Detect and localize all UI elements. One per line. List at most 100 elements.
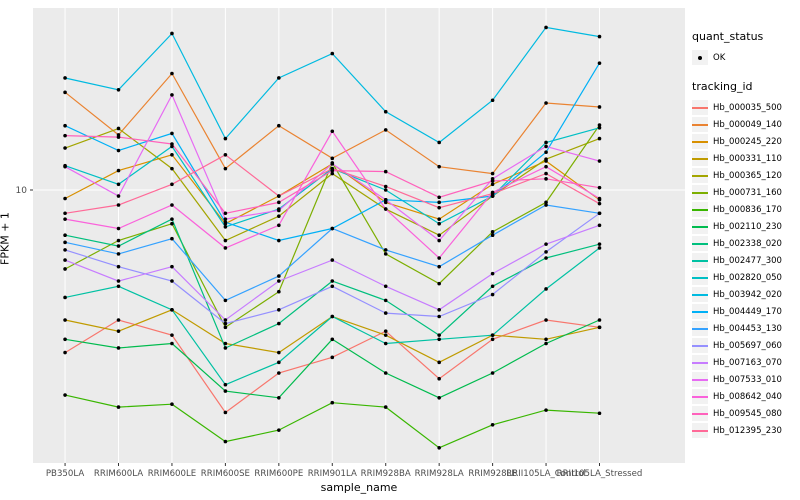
data-point-Hb_002338_020 — [223, 346, 228, 350]
data-point-Hb_008642_040 — [170, 203, 174, 207]
data-point-Hb_000331_110 — [437, 360, 441, 365]
panel-background — [33, 8, 685, 463]
data-point-Hb_000365_120 — [597, 136, 602, 141]
legend-item-label: Hb_002820_050 — [713, 272, 782, 283]
data-point-Hb_007163_070 — [544, 242, 548, 246]
legend-key-line-icon — [692, 236, 708, 251]
legend-key-point-icon — [692, 50, 708, 65]
data-point-Hb_007533_010 — [437, 238, 441, 243]
y-axis-title: FPKM + 1 — [0, 212, 12, 265]
data-point-Hb_000331_110 — [383, 333, 388, 337]
data-point-Hb_005697_060 — [116, 264, 121, 269]
legend-item-label: Hb_000331_110 — [713, 153, 782, 164]
legend-key-line-icon — [692, 185, 708, 200]
legend-item-label: Hb_000049_140 — [713, 119, 782, 130]
data-point-Hb_003942_020 — [63, 76, 67, 80]
legend-item-Hb_000245_220: Hb_000245_220 — [692, 133, 800, 150]
data-point-Hb_000836_170 — [597, 411, 602, 416]
legend-item-Hb_009545_080: Hb_009545_080 — [692, 405, 800, 422]
data-point-Hb_002110_230 — [223, 389, 228, 393]
data-point-Hb_000245_220 — [63, 196, 67, 201]
legend-item-label: Hb_000731_160 — [713, 187, 782, 198]
data-point-Hb_000365_120 — [277, 214, 281, 218]
legend-item-Hb_000331_110: Hb_000331_110 — [692, 150, 800, 167]
data-point-Hb_005697_060 — [223, 321, 228, 326]
x-tick-label-RRIM600SE: RRIM600SE — [201, 469, 250, 479]
data-point-Hb_000731_160 — [383, 252, 388, 256]
data-point-Hb_004449_170 — [63, 123, 67, 128]
legend-item-label: Hb_002110_230 — [713, 221, 782, 232]
legend: quant_status OK tracking_id Hb_000035_50… — [692, 30, 800, 453]
data-point-Hb_005697_060 — [383, 311, 388, 315]
legend-item-Hb_000836_170: Hb_000836_170 — [692, 201, 800, 218]
data-point-Hb_000035_500 — [277, 371, 281, 375]
legend-key-line-icon — [692, 151, 708, 166]
data-point-Hb_012395_230 — [437, 205, 441, 210]
data-point-Hb_002338_020 — [383, 298, 388, 303]
x-tick-label-RRIM928BA: RRIM928BA — [361, 469, 411, 479]
legend-key-line-icon — [692, 168, 708, 183]
data-point-Hb_000049_140 — [437, 164, 441, 169]
data-point-Hb_000731_160 — [437, 281, 441, 286]
data-point-Hb_000836_170 — [63, 393, 67, 397]
legend-item-label: Hb_007533_010 — [713, 374, 782, 385]
data-point-Hb_008642_040 — [116, 226, 121, 231]
legend-item-Hb_000049_140: Hb_000049_140 — [692, 116, 800, 133]
data-point-Hb_008642_040 — [330, 129, 335, 134]
data-point-Hb_000365_120 — [437, 233, 441, 238]
data-point-Hb_007163_070 — [490, 271, 495, 276]
legend-item-label: Hb_003942_020 — [713, 289, 782, 300]
legend-item-label: Hb_000245_220 — [713, 136, 782, 147]
legend-key-line-icon — [692, 100, 708, 115]
data-point-Hb_002477_300 — [330, 314, 335, 319]
data-point-Hb_002477_300 — [597, 246, 602, 250]
data-point-Hb_000731_160 — [544, 200, 548, 205]
data-point-Hb_008642_040 — [277, 223, 281, 228]
data-point-Hb_007533_010 — [223, 217, 228, 221]
data-point-Hb_002338_020 — [116, 244, 121, 248]
legend-item-Hb_000035_500: Hb_000035_500 — [692, 99, 800, 116]
legend-title-tracking-id: tracking_id — [692, 80, 753, 93]
data-point-Hb_000245_220 — [170, 153, 174, 157]
legend-item-label: Hb_012395_230 — [713, 425, 782, 436]
data-point-Hb_000245_220 — [490, 182, 495, 187]
data-point-Hb_007533_010 — [544, 144, 548, 149]
data-point-Hb_007533_010 — [597, 159, 602, 163]
y-tick-label-10: 10 — [16, 186, 28, 196]
data-point-Hb_009545_080 — [437, 195, 441, 200]
data-point-Hb_002477_300 — [170, 307, 174, 312]
data-point-Hb_012395_230 — [597, 201, 602, 206]
data-point-Hb_007163_070 — [383, 284, 388, 289]
data-point-Hb_000731_160 — [170, 221, 174, 226]
data-point-Hb_002338_020 — [437, 333, 441, 337]
x-tick-label-RRIM901LA: RRIM901LA — [308, 469, 357, 479]
legend-item-Hb_007163_070: Hb_007163_070 — [692, 354, 800, 371]
data-point-Hb_000836_170 — [490, 423, 495, 427]
data-point-Hb_000365_120 — [223, 238, 228, 243]
data-point-Hb_000836_170 — [330, 400, 335, 405]
data-point-Hb_004449_170 — [223, 220, 228, 224]
data-point-Hb_009545_080 — [383, 169, 388, 174]
data-point-Hb_003942_020 — [597, 34, 602, 39]
data-point-Hb_000836_170 — [223, 439, 228, 444]
data-point-Hb_002477_300 — [63, 295, 67, 300]
data-point-Hb_002110_230 — [277, 395, 281, 400]
data-point-Hb_000049_140 — [383, 128, 388, 132]
legend-key-line-icon — [692, 134, 708, 149]
legend-section-tracking-id: tracking_id Hb_000035_500 Hb_000049_140 Hb… — [692, 80, 800, 439]
x-tick-label-PB350LA: PB350LA — [46, 469, 84, 479]
data-point-Hb_004453_130 — [383, 248, 388, 252]
data-point-Hb_005697_060 — [170, 279, 174, 283]
legend-key-line-icon — [692, 287, 708, 302]
x-tick-label-RRII105LA_Stressed: RRII105LA_Stressed — [557, 469, 643, 479]
legend-item-label: Hb_000365_120 — [713, 170, 782, 181]
data-point-Hb_005697_060 — [437, 314, 441, 319]
x-tick-label-RRII105LA_Control: RRII105LA_Control — [506, 469, 586, 479]
data-point-Hb_000365_120 — [330, 171, 335, 176]
data-point-Hb_012395_230 — [544, 171, 548, 176]
data-point-Hb_004453_130 — [330, 226, 335, 231]
data-point-Hb_003942_020 — [383, 109, 388, 114]
data-point-Hb_002110_230 — [437, 395, 441, 400]
data-point-Hb_007533_010 — [116, 194, 121, 198]
